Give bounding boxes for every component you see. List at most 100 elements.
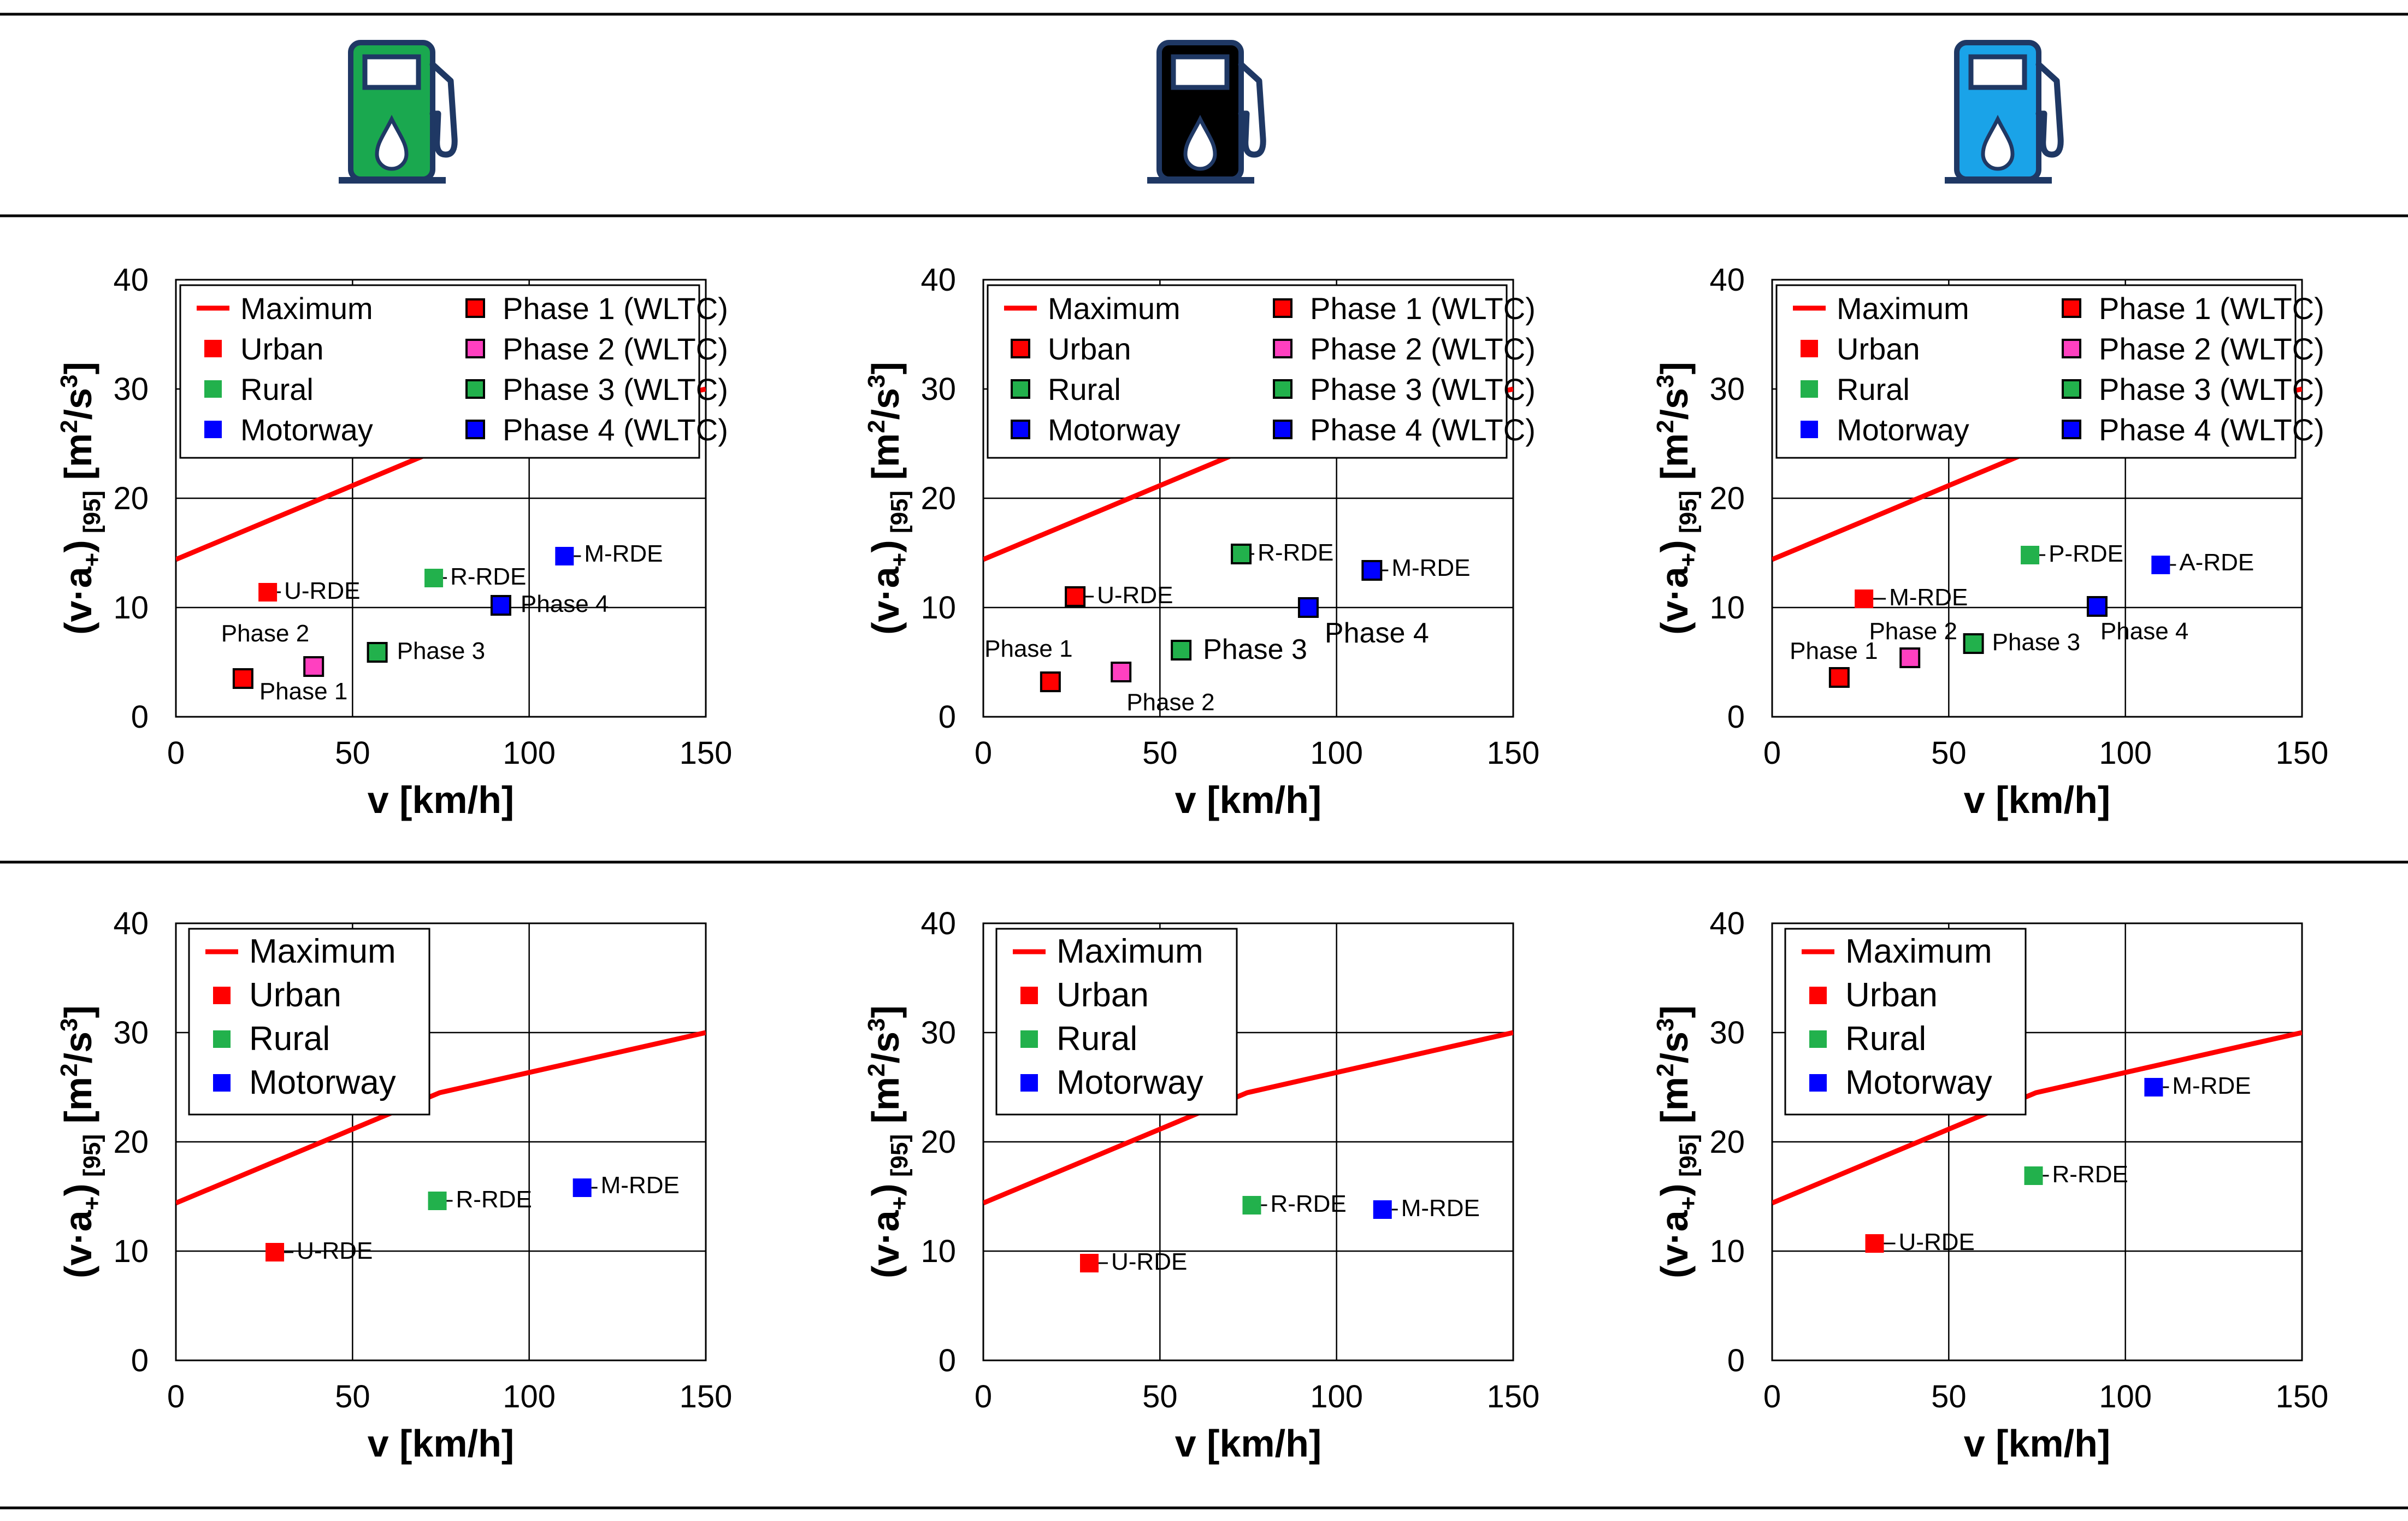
point-label: Phase 4 <box>2100 618 2188 645</box>
point-phase-1 <box>232 668 253 689</box>
y-axis-title-part: 3 <box>56 374 82 387</box>
legend-label: Phase 2 (WLTC) <box>503 332 728 366</box>
point-label: U-RDE <box>297 1237 373 1264</box>
point-phase-1 <box>1040 671 1061 692</box>
legend-square-swatch <box>1809 987 1827 1004</box>
x-tick-label: 150 <box>1487 735 1540 771</box>
y-tick-label: 20 <box>920 1124 956 1160</box>
y-tick-label: 20 <box>113 481 149 516</box>
point-m-rde <box>555 547 574 565</box>
legend: Maximum Urban Rural Motorway Phase 1 (WLTC) P… <box>987 284 1536 459</box>
legend-square-swatch <box>1011 379 1030 399</box>
point-r-rde <box>1231 544 1252 564</box>
legend-square-swatch <box>213 987 231 1004</box>
y-tick-label: 0 <box>939 699 956 735</box>
y-axis-title-part: [95] <box>79 491 105 540</box>
point-label: M-RDE <box>601 1172 680 1199</box>
pump-hose <box>2035 61 2064 158</box>
y-axis-title-part: [95] <box>886 491 913 540</box>
y-tick-label: 40 <box>113 906 149 941</box>
legend-square-swatch <box>1011 420 1030 439</box>
x-tick-label: 0 <box>167 1379 185 1414</box>
x-tick-label: 100 <box>2099 735 2152 771</box>
y-axis-title-part: /s <box>57 1031 99 1063</box>
legend-label: Phase 4 (WLTC) <box>503 412 728 447</box>
legend-label: Phase 1 (WLTC) <box>503 291 728 326</box>
y-axis-title-part: 3 <box>56 1018 82 1031</box>
point-u-rde <box>265 1243 285 1261</box>
point-label: R-RDE <box>2052 1161 2128 1188</box>
legend-label: Phase 1 (WLTC) <box>1310 291 1536 326</box>
fuel-drop <box>1183 115 1217 171</box>
point-label: U-RDE <box>1899 1229 1975 1255</box>
point-label: P-RDE <box>2049 540 2123 567</box>
y-axis-title: (v·a+) [95] [m2/s3] <box>1652 362 1702 635</box>
legend-square-swatch <box>213 1030 231 1048</box>
legend-label: Phase 4 (WLTC) <box>2099 412 2324 447</box>
point-label: Phase 2 <box>221 620 309 647</box>
legend-square-swatch <box>2062 298 2081 318</box>
legend-square-swatch <box>1801 421 1818 438</box>
legend: Maximum Urban Rural Motorway <box>188 928 430 1116</box>
pump-hose <box>429 61 458 158</box>
point-phase-3 <box>1171 640 1192 661</box>
legend-square-swatch <box>2062 339 2081 358</box>
point-label: Phase 4 <box>1325 617 1429 649</box>
pump-display <box>1171 54 1230 90</box>
y-axis-title-part: ] <box>1653 362 1696 374</box>
y-axis-title-part: 2 <box>1652 420 1679 433</box>
point-label: Phase 1 <box>1790 638 1878 664</box>
legend-label: Rural <box>1048 372 1121 406</box>
y-axis-title-part: [m <box>1653 433 1696 491</box>
x-tick-label: 150 <box>1487 1379 1540 1414</box>
legend: Maximum Urban Rural Motorway <box>995 928 1238 1116</box>
legend-label: Urban <box>1057 976 1149 1014</box>
chart-top-left: 0 10 20 30 40 0 50 100 150 v [km/h] (v·a+) [95] [m… <box>56 262 732 821</box>
row-separators <box>0 13 2408 1510</box>
y-tick-label: 0 <box>1727 699 1745 735</box>
point-label: R-RDE <box>1270 1190 1346 1217</box>
legend-label: Urban <box>1845 976 1938 1014</box>
blue-fuel-pump-icon <box>1945 40 2064 184</box>
legend-label: Maximum <box>249 933 396 970</box>
legend-box <box>987 284 1508 459</box>
legend-label: Maximum <box>240 291 373 326</box>
y-axis-title-part: ) <box>1653 540 1696 552</box>
legend-square-swatch <box>1801 340 1818 357</box>
point-label: Phase 3 <box>1992 629 2080 656</box>
maximum-line <box>1772 1030 2302 1206</box>
point-label: Phase 2 <box>1126 689 1214 716</box>
y-axis-title-part: (v·a <box>864 1210 907 1278</box>
point-phase-3 <box>1963 633 1984 654</box>
y-axis-title-part: (v·a <box>57 566 99 635</box>
legend-square-swatch <box>1273 420 1292 439</box>
legend-square-swatch <box>465 379 485 399</box>
y-axis-title: (v·a+) [95] [m2/s3] <box>1652 1005 1702 1278</box>
y-tick-label: 10 <box>113 1234 149 1269</box>
legend-label: Maximum <box>1845 933 1992 970</box>
y-axis-title-part: /s <box>1653 1031 1696 1063</box>
point-label: U-RDE <box>1097 582 1173 609</box>
pump-display <box>1968 54 2027 90</box>
point-label: U-RDE <box>1111 1248 1187 1275</box>
y-axis-title-part: /s <box>57 388 99 420</box>
point-phase-4 <box>2086 596 2108 617</box>
y-axis-title-part: [m <box>57 1077 99 1134</box>
y-axis-title-part: 3 <box>863 374 890 387</box>
y-tick-label: 0 <box>131 699 149 735</box>
chart-bottom-middle: 0 10 20 30 40 0 50 100 150 v [km/h] (v·a+) [95] [m… <box>863 906 1539 1465</box>
y-axis-title-part: + <box>79 553 105 567</box>
point-label: Phase 1 <box>259 678 347 705</box>
x-axis-title: v [km/h] <box>1175 779 1321 821</box>
y-axis-title-part: /s <box>864 388 907 420</box>
y-tick-label: 0 <box>939 1343 956 1378</box>
pump-hose <box>1238 61 1266 158</box>
legend-square-swatch <box>204 421 222 438</box>
point-p-rde <box>2021 546 2040 564</box>
black-fuel-pump-icon <box>1147 40 1266 184</box>
legend-square-swatch <box>204 340 222 357</box>
maximum-line <box>983 1030 1513 1206</box>
y-axis-title-part: [m <box>57 433 99 491</box>
chart-top-right: 0 10 20 30 40 0 50 100 150 v [km/h] (v·a+) [95] [m… <box>1652 262 2328 821</box>
